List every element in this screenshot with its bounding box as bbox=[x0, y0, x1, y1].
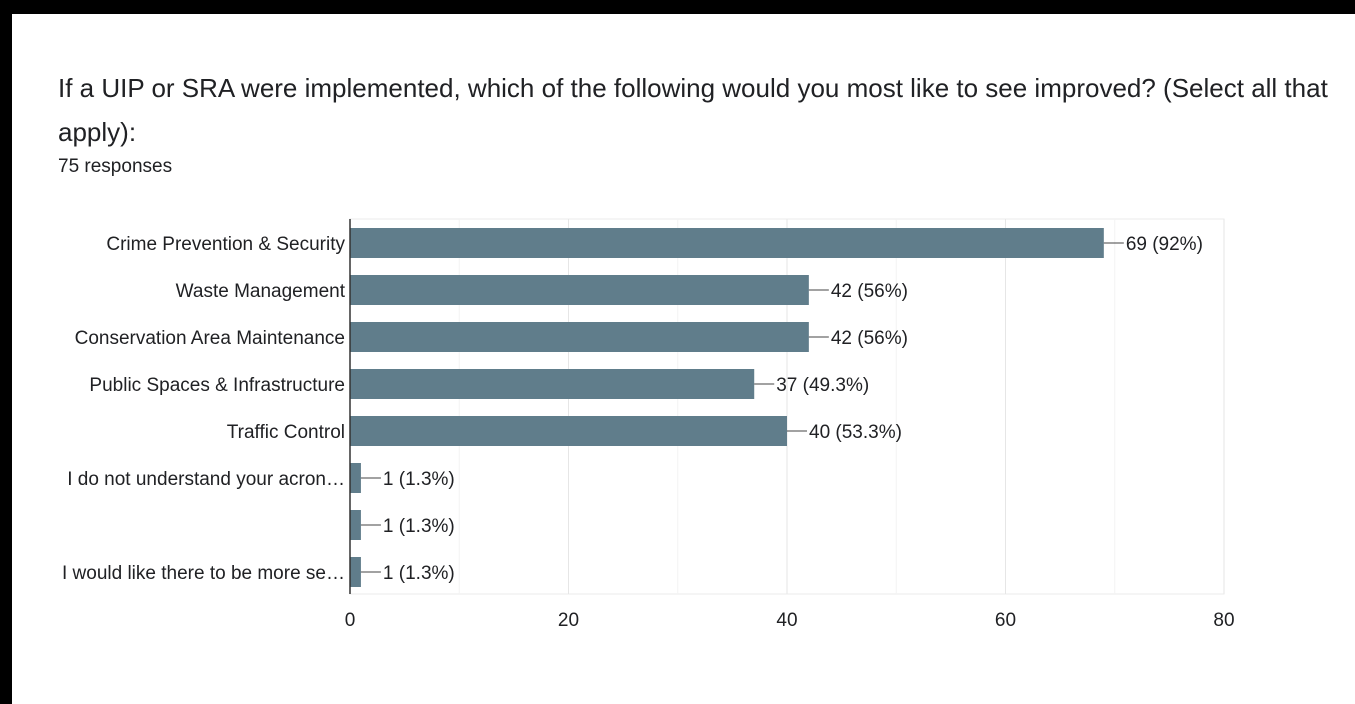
data-label: 40 (53.3%) bbox=[809, 422, 902, 443]
data-label: 69 (92%) bbox=[1126, 234, 1203, 255]
data-label: 42 (56%) bbox=[831, 328, 908, 349]
x-tick-label: 0 bbox=[345, 610, 356, 631]
category-label: Conservation Area Maintenance bbox=[75, 328, 345, 349]
question-title: If a UIP or SRA were implemented, which … bbox=[58, 73, 1328, 147]
category-label: Traffic Control bbox=[227, 422, 345, 443]
x-tick-label: 20 bbox=[558, 610, 579, 631]
response-count: 75 responses bbox=[58, 156, 173, 177]
category-label: Waste Management bbox=[176, 281, 346, 302]
data-label: 1 (1.3%) bbox=[383, 469, 455, 490]
x-tick-label: 60 bbox=[995, 610, 1016, 631]
bar bbox=[350, 557, 361, 587]
data-label: 42 (56%) bbox=[831, 281, 908, 302]
bar bbox=[350, 322, 809, 352]
data-label: 37 (49.3%) bbox=[776, 375, 869, 396]
bar bbox=[350, 275, 809, 305]
bar bbox=[350, 369, 755, 399]
data-label: 1 (1.3%) bbox=[383, 563, 455, 584]
x-tick-label: 40 bbox=[776, 610, 797, 631]
bar bbox=[350, 463, 361, 493]
category-label: I would like there to be more se… bbox=[62, 563, 345, 584]
bar bbox=[350, 228, 1104, 258]
category-label: Public Spaces & Infrastructure bbox=[89, 375, 345, 396]
category-label: Crime Prevention & Security bbox=[106, 234, 345, 255]
data-label: 1 (1.3%) bbox=[383, 516, 455, 537]
category-label: I do not understand your acron… bbox=[67, 469, 345, 490]
bar bbox=[350, 510, 361, 540]
bar bbox=[350, 416, 787, 446]
x-tick-label: 80 bbox=[1213, 610, 1234, 631]
chart-card: If a UIP or SRA were implemented, which … bbox=[12, 14, 1355, 704]
